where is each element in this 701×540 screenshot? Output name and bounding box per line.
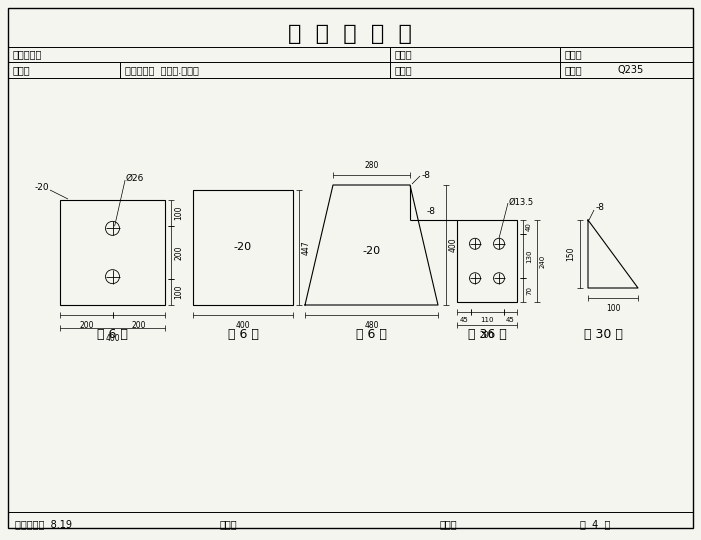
Text: 240: 240 bbox=[540, 254, 546, 268]
Text: 280: 280 bbox=[365, 161, 379, 170]
Text: 共 30 件: 共 30 件 bbox=[583, 328, 622, 341]
Text: 日期：: 日期： bbox=[440, 519, 458, 529]
Text: 45: 45 bbox=[459, 317, 468, 323]
Text: Ø13.5: Ø13.5 bbox=[509, 198, 534, 206]
Text: 400: 400 bbox=[449, 238, 458, 252]
Text: -8: -8 bbox=[427, 207, 436, 217]
Text: 150: 150 bbox=[566, 247, 575, 261]
Text: 100: 100 bbox=[174, 285, 183, 299]
Text: 数量：: 数量： bbox=[565, 50, 583, 59]
Text: -20: -20 bbox=[362, 246, 381, 256]
Text: 100: 100 bbox=[606, 304, 620, 313]
Text: 200: 200 bbox=[79, 321, 93, 330]
Text: -8: -8 bbox=[422, 171, 431, 179]
Text: -8: -8 bbox=[596, 204, 605, 213]
Text: 校对：: 校对： bbox=[220, 519, 238, 529]
Text: 第  4  页: 第 4 页 bbox=[580, 519, 611, 529]
Text: Ø26: Ø26 bbox=[125, 173, 144, 183]
Text: -20: -20 bbox=[34, 184, 49, 192]
Text: 共 6 件: 共 6 件 bbox=[356, 328, 387, 341]
Text: 部件：: 部件： bbox=[395, 50, 413, 59]
Text: 编号：: 编号： bbox=[13, 65, 31, 75]
Text: 工程名称：: 工程名称： bbox=[13, 50, 42, 59]
Bar bbox=[457, 220, 517, 302]
Text: 共 36 件: 共 36 件 bbox=[468, 328, 506, 341]
Bar bbox=[193, 190, 293, 305]
Text: 110: 110 bbox=[480, 317, 494, 323]
Text: 130: 130 bbox=[526, 249, 532, 262]
Text: Q235: Q235 bbox=[618, 65, 644, 75]
Text: 200: 200 bbox=[174, 245, 183, 260]
Text: 200: 200 bbox=[132, 321, 146, 330]
Bar bbox=[60, 200, 165, 305]
Text: 480: 480 bbox=[365, 321, 379, 330]
Text: 规格：: 规格： bbox=[395, 65, 413, 75]
Text: 轻  钔  放  样  图: 轻 钔 放 样 图 bbox=[288, 24, 412, 44]
Text: 编制：徐旋  8.19: 编制：徐旋 8.19 bbox=[15, 519, 72, 529]
Text: 400: 400 bbox=[105, 334, 120, 343]
Text: 100: 100 bbox=[174, 206, 183, 220]
Text: -20: -20 bbox=[234, 242, 252, 253]
Text: 200: 200 bbox=[479, 331, 494, 340]
Text: 共 6 件: 共 6 件 bbox=[228, 328, 259, 341]
Text: 45: 45 bbox=[506, 317, 515, 323]
Text: 40: 40 bbox=[526, 222, 532, 231]
Text: 共 6 件: 共 6 件 bbox=[97, 328, 128, 341]
Text: 70: 70 bbox=[526, 286, 532, 294]
Text: 447: 447 bbox=[302, 240, 311, 255]
Text: 材质：: 材质： bbox=[565, 65, 583, 75]
Text: 零件名称：  牛腿板.搞托板: 零件名称： 牛腿板.搞托板 bbox=[125, 65, 199, 75]
Text: 400: 400 bbox=[236, 321, 250, 330]
